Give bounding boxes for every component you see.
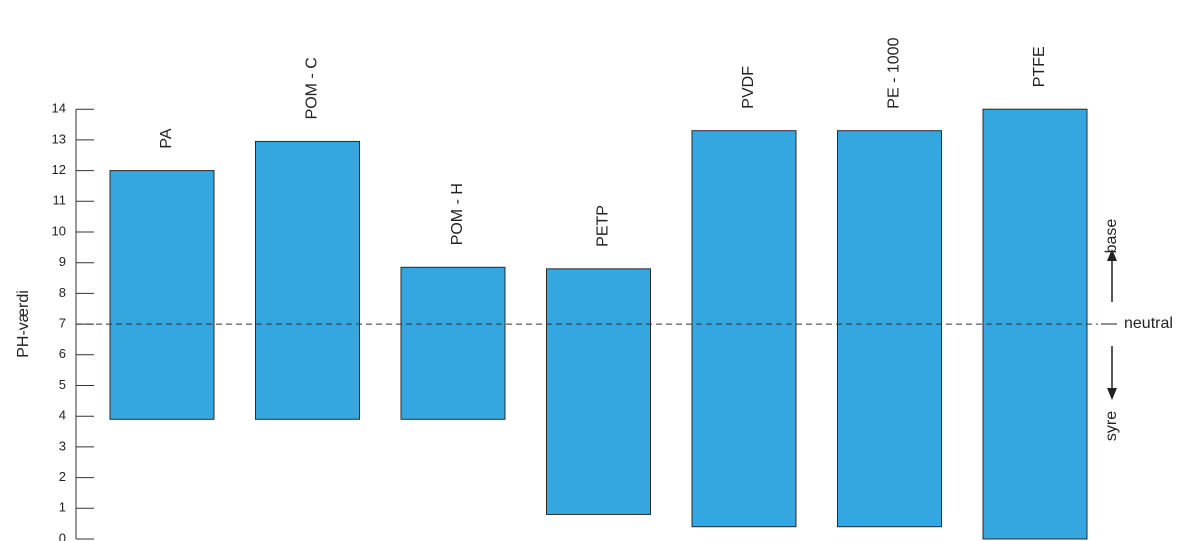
y-tick-label: 5 [59,377,66,392]
up-arrow-icon [1107,249,1117,302]
bars [109,108,1088,540]
y-tick-label: 12 [52,162,66,177]
y-tick-label: 4 [59,408,66,423]
bar-label: PTFE [1031,46,1048,87]
y-tick-label: 0 [59,530,66,541]
bar-label: PVDF [740,66,757,109]
y-tick-label: 11 [53,193,67,208]
neutral-label: neutral [1124,315,1173,332]
bar [400,266,506,420]
bar-label: PETP [595,205,612,247]
bar-label: POM - C [304,57,321,119]
y-tick-label: 14 [52,101,66,116]
y-tick-label: 6 [59,346,66,361]
base-label: base [1103,219,1120,254]
y-tick-label: 3 [59,438,66,453]
y-tick-label: 8 [59,285,66,300]
bar-label: POM - H [449,183,466,245]
bar-label: PE - 1000 [886,37,903,108]
y-tick-label: 1 [59,500,66,515]
bar [546,268,651,515]
y-tick-label: 13 [52,131,66,146]
bar [109,170,215,420]
y-tick-label: 9 [59,254,66,269]
bar [691,130,797,528]
y-tick-label: 10 [52,223,66,238]
y-tick-label: 7 [59,316,66,331]
syre-label: syre [1103,411,1120,441]
bar [837,130,942,528]
y-tick-label: 2 [59,469,66,484]
bar-label: PA [158,128,175,148]
down-arrow-icon [1107,346,1117,400]
bar [255,140,360,420]
y-axis-label: PH-værdi [15,290,32,358]
bar-labels: PA POM - C POM - H PETP PVDF PE - 1000 PTFE [158,37,1048,246]
